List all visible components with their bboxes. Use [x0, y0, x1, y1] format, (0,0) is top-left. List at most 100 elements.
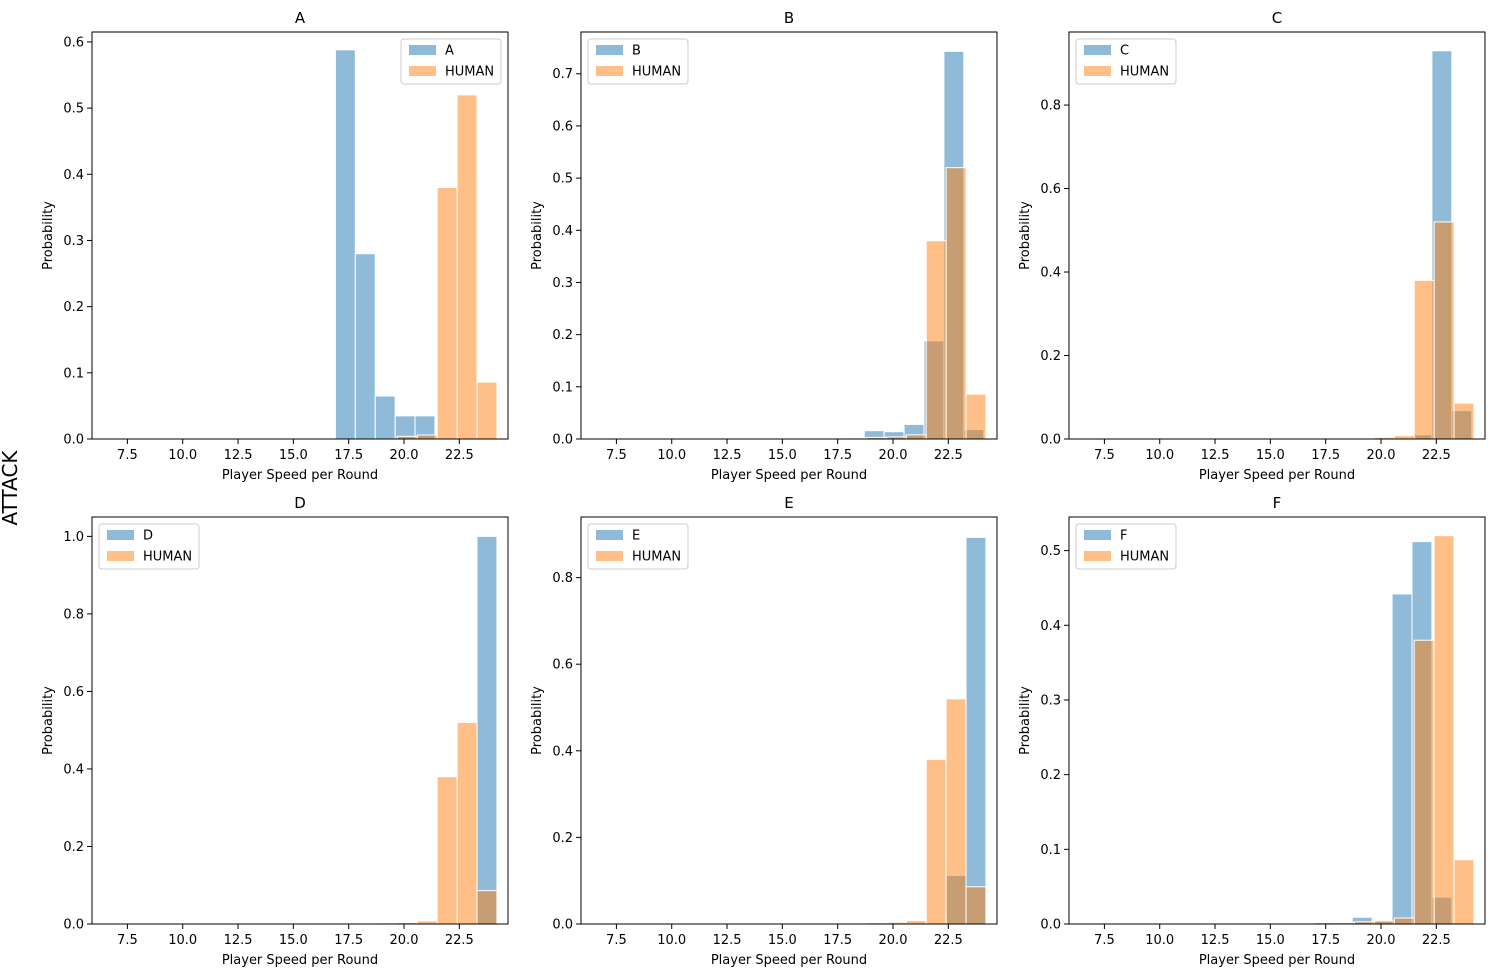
x-tick-label: 17.5: [334, 933, 363, 948]
y-tick-label: 0.1: [63, 366, 84, 381]
panel-title: A: [295, 9, 306, 27]
legend-label: HUMAN: [632, 550, 681, 565]
x-tick-label: 15.0: [279, 933, 308, 948]
x-tick-label: 17.5: [823, 933, 852, 948]
legend-swatch-d: [107, 530, 134, 540]
y-tick-label: 0.6: [63, 685, 84, 700]
y-tick-label: 0.4: [1040, 619, 1061, 634]
x-tick-label: 17.5: [1311, 448, 1340, 463]
y-tick-label: 0.4: [552, 224, 573, 239]
x-tick-label: 12.5: [1201, 933, 1230, 948]
legend: E HUMAN: [587, 523, 689, 570]
legend-swatch-f: [1084, 530, 1111, 540]
y-tick-label: 0.1: [552, 380, 573, 395]
bar-human-5: [945, 167, 967, 440]
x-tick-label: 12.5: [713, 448, 742, 463]
bar-human-8: [476, 890, 498, 925]
legend-swatch-human: [409, 66, 436, 76]
x-tick-label: 12.5: [713, 933, 742, 948]
axes-frame: [1068, 31, 1486, 440]
x-tick-label: 15.0: [1256, 448, 1285, 463]
legend-swatch-a: [409, 45, 436, 55]
legend: A HUMAN: [400, 38, 502, 85]
axes-frame: [91, 516, 509, 925]
x-tick-label: 12.5: [224, 933, 253, 948]
x-tick-label: 20.0: [390, 448, 419, 463]
x-tick-label: 22.5: [1422, 448, 1451, 463]
x-axis-label: Player Speed per Round: [711, 468, 867, 483]
bar-human-6: [965, 393, 987, 440]
y-tick-label: 0.4: [63, 762, 84, 777]
y-tick-label: 0.2: [552, 328, 573, 343]
x-tick-label: 17.5: [823, 448, 852, 463]
bar-human-3: [456, 94, 478, 440]
legend-swatch-human: [1084, 551, 1111, 561]
x-tick-label: 15.0: [279, 448, 308, 463]
x-tick-label: 22.5: [445, 933, 474, 948]
panel-F: 7.5 10.0 12.5 15.0 17.5 20.0 22.5 0.0 0.1 0.2 0.3 0…: [1018, 494, 1486, 968]
bar-human-11: [1413, 639, 1435, 925]
bar-human-10: [1393, 917, 1415, 925]
x-tick-label: 7.5: [1094, 933, 1115, 948]
panel-C: 7.5 10.0 12.5 15.0 17.5 20.0 22.5 0.0 0.2 0.4 0.6 0…: [1018, 9, 1486, 483]
y-tick-label: 0.2: [63, 300, 84, 315]
bar-a-0: [334, 49, 356, 440]
y-tick-label: 0.0: [552, 918, 573, 933]
bar-f-2: [1391, 593, 1413, 925]
legend: F HUMAN: [1075, 523, 1177, 570]
legend-swatch-e: [596, 530, 623, 540]
bar-human-12: [1433, 535, 1455, 925]
y-tick-label: 0.6: [552, 119, 573, 134]
y-tick-label: 0.3: [1040, 693, 1061, 708]
x-tick-label: 20.0: [879, 448, 908, 463]
bar-human-8: [965, 886, 987, 925]
x-tick-label: 17.5: [334, 448, 363, 463]
legend-swatch-b: [596, 45, 623, 55]
panel-B: 7.5 10.0 12.5 15.0 17.5 20.0 22.5 0.0 0.1 0.2 0.3 0…: [530, 9, 998, 483]
axes-frame: [91, 31, 509, 440]
legend-swatch-human: [596, 66, 623, 76]
bar-human-5: [1453, 402, 1475, 440]
x-tick-label: 10.0: [168, 933, 197, 948]
bar-human-13: [1453, 859, 1475, 925]
bar-human-2: [436, 187, 458, 440]
y-tick-label: 0.0: [1040, 433, 1061, 448]
x-tick-label: 22.5: [934, 933, 963, 948]
x-tick-label: 12.5: [1201, 448, 1230, 463]
panel-D: 7.5 10.0 12.5 15.0 17.5 20.0 22.5 0.0 0.2 0.4 0.6 0…: [41, 494, 509, 968]
x-tick-label: 15.0: [768, 448, 797, 463]
x-axis-label: Player Speed per Round: [222, 953, 378, 968]
y-axis-label: Probability: [1018, 686, 1033, 755]
x-tick-label: 7.5: [606, 933, 627, 948]
y-tick-label: 0.6: [63, 35, 84, 50]
x-axis-label: Player Speed per Round: [1199, 953, 1355, 968]
x-tick-label: 7.5: [606, 448, 627, 463]
bar-human-6: [436, 776, 458, 925]
legend-label: E: [632, 529, 640, 544]
y-tick-label: 0.5: [1040, 544, 1061, 559]
panel-E: 7.5 10.0 12.5 15.0 17.5 20.0 22.5 0.0 0.2 0.4 0.6 0…: [530, 494, 998, 968]
bar-human-5: [905, 920, 927, 925]
axes-frame: [1068, 516, 1486, 925]
x-axis-label: Player Speed per Round: [1199, 468, 1355, 483]
y-tick-label: 0.5: [63, 102, 84, 117]
legend-label: HUMAN: [143, 550, 192, 565]
panels: 7.5 10.0 12.5 15.0 17.5 20.0 22.5 0.0 0.1 0.2 0.3 0…: [41, 9, 1486, 968]
legend-label: HUMAN: [445, 65, 494, 80]
x-tick-label: 10.0: [168, 448, 197, 463]
bar-a-2: [374, 395, 396, 440]
bar-human-3: [1413, 279, 1435, 440]
x-tick-label: 10.0: [1145, 448, 1174, 463]
legend-swatch-human: [596, 551, 623, 561]
x-axis-label: Player Speed per Round: [222, 468, 378, 483]
bar-human-1: [416, 434, 438, 440]
y-axis-label: Probability: [41, 686, 56, 755]
y-tick-label: 0.6: [552, 658, 573, 673]
x-tick-label: 20.0: [879, 933, 908, 948]
x-tick-label: 7.5: [1094, 448, 1115, 463]
bar-human-3: [905, 434, 927, 440]
x-tick-label: 22.5: [934, 448, 963, 463]
x-tick-label: 22.5: [445, 448, 474, 463]
bar-d-0: [476, 535, 498, 925]
bar-human-7: [456, 721, 478, 925]
